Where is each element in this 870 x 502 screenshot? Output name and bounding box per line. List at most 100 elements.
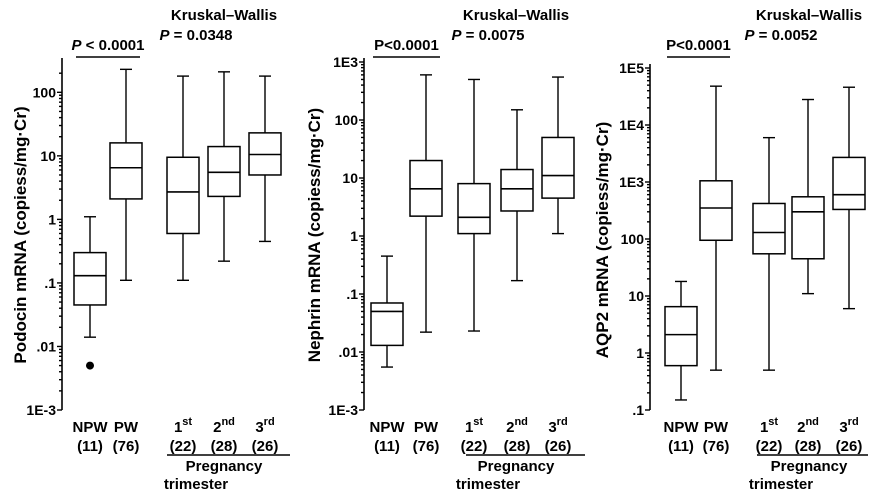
group-label-line1: Pregnancy [478,458,555,475]
x-category-n: (22) [461,438,488,455]
pairwise-p-value: P < 0.0001 [72,37,145,54]
iqr-box [207,145,241,198]
test-p-value: P = 0.0052 [745,27,818,44]
x-category-n: (22) [170,438,197,455]
x-category-label: 1st [465,416,483,436]
chart-panel-3: 1E5 1E4 1E3 100 10 1 .1 AQP2 mRNA (copiess/mg·C… [593,7,868,493]
iqr-box [370,302,404,347]
box-1 [73,216,107,370]
y-tick-label: 10 [40,148,56,164]
group-label-line2: trimester [749,476,813,493]
y-tick-label: 1E-3 [26,402,56,418]
box-4 [791,98,825,295]
box-1 [370,255,404,368]
pairwise-p-value: P<0.0001 [666,37,731,54]
box-5 [248,75,282,243]
x-category-n: (26) [836,438,863,455]
x-category-label: 2nd [797,416,819,436]
y-tick-label: .1 [346,286,358,302]
box-2 [409,74,443,333]
y-axis-label: Podocin mRNA (copiess/mg·Cr) [11,106,30,363]
y-tick-label: 1E5 [619,60,644,76]
y-tick-label: .1 [44,275,56,291]
x-category-n: (28) [211,438,238,455]
x-category-label: 2nd [213,416,235,436]
box-5 [541,76,575,235]
x-category-label: 3rd [548,416,567,436]
y-tick-label: 10 [342,170,358,186]
x-category-n: (22) [756,438,783,455]
box-4 [207,71,241,262]
iqr-box [752,202,786,255]
x-category-label: NPW [370,419,406,436]
x-category-n: (28) [504,438,531,455]
x-category-label: NPW [73,419,109,436]
iqr-box [791,196,825,260]
test-name: Kruskal–Wallis [463,7,569,24]
y-tick-label: 1E-3 [328,402,358,418]
y-tick-label: .01 [339,344,359,360]
x-category-n: (11) [77,438,103,455]
x-category-label: PW [114,419,139,436]
iqr-box [166,156,200,235]
box-5 [832,86,866,310]
chart-panel-1: 100 10 1 .1 .01 1E-3 Podocin mRNA (copiess/mg·… [11,7,290,493]
y-tick-label: 1E3 [619,174,644,190]
x-category-label: PW [704,419,729,436]
y-tick-label: 1 [48,211,56,227]
group-label-line2: trimester [164,476,228,493]
y-tick-label: 100 [335,112,359,128]
x-category-n: (26) [545,438,572,455]
x-category-n: (76) [703,438,730,455]
iqr-box [73,251,107,306]
x-category-label: PW [414,419,439,436]
iqr-box [832,156,866,211]
box-2 [699,85,733,371]
box-3 [457,78,491,332]
y-tick-label: 1E4 [619,117,644,133]
x-category-n: (11) [668,438,694,455]
y-tick-label: 100 [621,231,645,247]
y-tick-label: 10 [628,288,644,304]
pairwise-p-value: P<0.0001 [374,37,439,54]
group-label-line1: Pregnancy [771,458,848,475]
y-tick-label: 1 [636,345,644,361]
y-axis-label: Nephrin mRNA (copiess/mg·Cr) [305,108,324,362]
test-p-value: P = 0.0348 [160,27,233,44]
y-axis-label: AQP2 mRNA (copiess/mg·Cr) [593,122,612,358]
iqr-box [541,136,575,199]
test-p-value: P = 0.0075 [452,27,525,44]
x-category-label: NPW [664,419,700,436]
x-category-n: (11) [374,438,400,455]
y-tick-label: 100 [33,84,57,100]
box-1 [664,280,698,401]
y-tick-label: 1E3 [333,54,358,70]
box-4 [500,109,534,282]
y-tick-label: .1 [632,402,644,418]
x-category-label: 2nd [506,416,528,436]
outlier-point [86,361,94,370]
iqr-box [699,180,733,242]
iqr-box [500,168,534,212]
x-category-label: 3rd [255,416,274,436]
test-name: Kruskal–Wallis [756,7,862,24]
y-tick-label: 1 [350,228,358,244]
x-category-n: (76) [113,438,140,455]
test-name: Kruskal–Wallis [171,7,277,24]
box-3 [166,75,200,281]
x-category-label: 3rd [839,416,858,436]
iqr-box [664,305,698,367]
group-label-line1: Pregnancy [186,458,263,475]
group-label-line2: trimester [456,476,520,493]
iqr-box [109,142,143,200]
box-3 [752,136,786,371]
x-category-label: 1st [174,416,192,436]
y-tick-label: .01 [37,338,57,354]
x-category-label: 1st [760,416,778,436]
iqr-box [457,182,491,235]
chart-panel-2: 1E3 100 10 1 .1 .01 1E-3 Nephrin mRNA (copiess/… [305,7,585,493]
x-category-n: (28) [795,438,822,455]
x-category-n: (26) [252,438,279,455]
box-2 [109,68,143,281]
